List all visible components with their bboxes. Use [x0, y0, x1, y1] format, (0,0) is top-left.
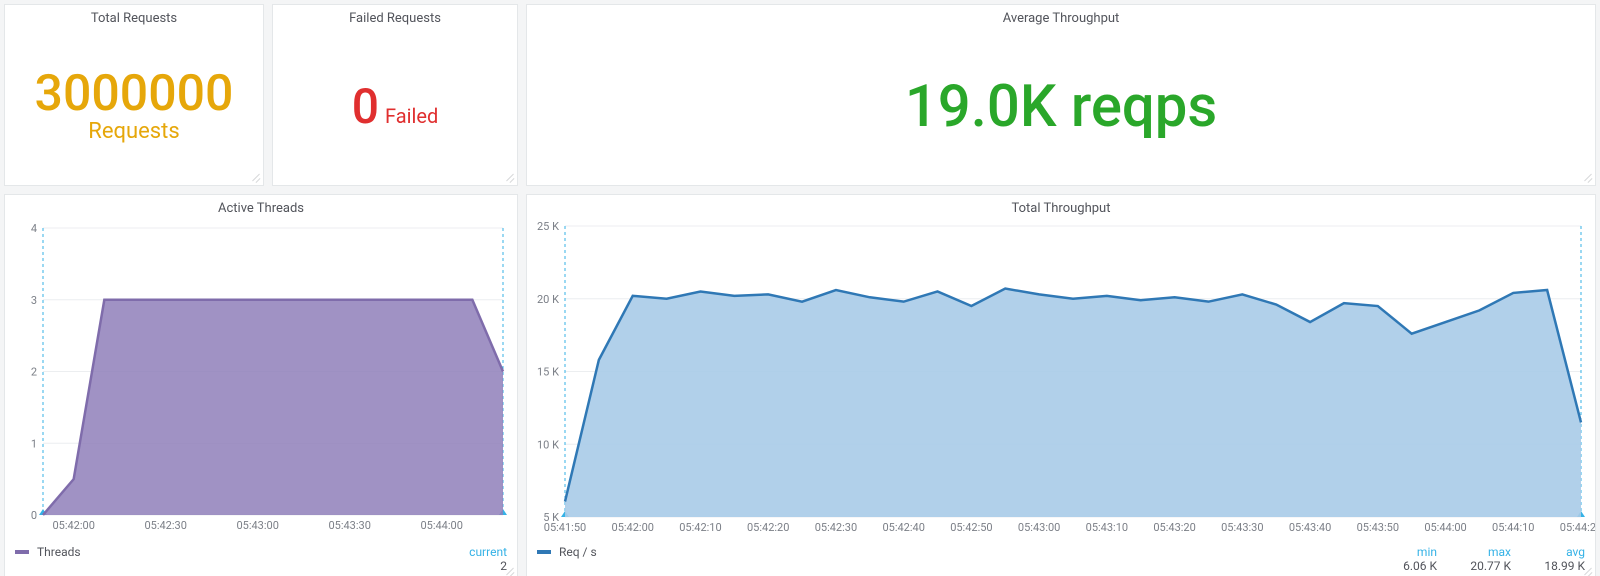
chart-legend: Threads current: [5, 541, 517, 559]
panel-total-throughput: Total Throughput 5 K10 K15 K20 K25 K05:4…: [526, 194, 1596, 576]
svg-text:0: 0: [31, 509, 37, 522]
svg-text:1: 1: [31, 437, 37, 450]
panel-title: Failed Requests: [273, 5, 517, 28]
legend-values: 2: [457, 559, 507, 573]
svg-text:05:41:50: 05:41:50: [544, 521, 586, 534]
svg-text:05:43:40: 05:43:40: [1289, 521, 1331, 534]
panel-average-throughput: Average Throughput 19.0K reqps: [526, 4, 1596, 186]
resize-handle-icon[interactable]: [505, 173, 515, 183]
panel-title: Total Throughput: [527, 195, 1595, 218]
panel-title: Active Threads: [5, 195, 517, 218]
svg-text:05:43:50: 05:43:50: [1357, 521, 1399, 534]
stat-body: 3000000 Requests: [5, 28, 263, 185]
svg-text:05:42:20: 05:42:20: [747, 521, 789, 534]
legend-series-label: Req / s: [559, 545, 597, 559]
chart-area[interactable]: 0 1 2 3 4 05:42:00 05:42:30 05:43:00 05:43:30 05:…: [5, 218, 517, 541]
legend-headers: minmaxavg: [1387, 545, 1585, 559]
panel-total-requests: Total Requests 3000000 Requests: [4, 4, 264, 186]
svg-text:05:43:00: 05:43:00: [236, 519, 278, 532]
svg-text:05:42:00: 05:42:00: [612, 521, 654, 534]
stat-unit: Requests: [88, 119, 179, 144]
resize-handle-icon[interactable]: [1583, 173, 1593, 183]
stat-value: 19.0K reqps: [905, 78, 1217, 136]
svg-text:10 K: 10 K: [537, 438, 559, 451]
svg-text:05:42:00: 05:42:00: [52, 519, 94, 532]
stat-value: 0: [352, 83, 379, 131]
stat-unit: Failed: [385, 104, 438, 128]
panel-active-threads: Active Threads 0 1 2 3 4 05:42:00 05:42:30 05:4…: [4, 194, 518, 576]
svg-text:05:44:00: 05:44:00: [1424, 521, 1466, 534]
chart-area[interactable]: 5 K10 K15 K20 K25 K05:41:5005:42:0005:42…: [527, 218, 1595, 541]
resize-handle-icon[interactable]: [1583, 567, 1593, 576]
chart-legend-values: - 6.06 K20.77 K18.99 K: [527, 559, 1595, 576]
svg-text:05:42:10: 05:42:10: [679, 521, 721, 534]
svg-text:05:44:10: 05:44:10: [1492, 521, 1534, 534]
legend-headers: current: [457, 545, 507, 559]
stat-body: 19.0K reqps: [527, 28, 1595, 185]
svg-text:05:43:30: 05:43:30: [1221, 521, 1263, 534]
panel-title: Total Requests: [5, 5, 263, 28]
chart-legend-values: - 2: [5, 559, 517, 576]
resize-handle-icon[interactable]: [251, 173, 261, 183]
svg-text:05:42:40: 05:42:40: [882, 521, 924, 534]
svg-text:05:43:10: 05:43:10: [1086, 521, 1128, 534]
svg-text:25 K: 25 K: [537, 220, 559, 233]
panel-failed-requests: Failed Requests 0 Failed: [272, 4, 518, 186]
svg-text:05:43:20: 05:43:20: [1153, 521, 1195, 534]
stat-value: 3000000: [35, 69, 234, 119]
svg-text:05:44:00: 05:44:00: [420, 519, 462, 532]
resize-handle-icon[interactable]: [505, 567, 515, 576]
legend-swatch-icon: [537, 550, 551, 554]
legend-series-label: Threads: [37, 545, 81, 559]
svg-text:2: 2: [31, 366, 37, 379]
svg-text:4: 4: [31, 222, 37, 235]
legend-values: 6.06 K20.77 K18.99 K: [1387, 559, 1585, 573]
stat-body: 0 Failed: [273, 28, 517, 185]
svg-text:20 K: 20 K: [537, 293, 559, 306]
panel-title: Average Throughput: [527, 5, 1595, 28]
svg-text:05:43:30: 05:43:30: [328, 519, 370, 532]
svg-text:05:43:00: 05:43:00: [1018, 521, 1060, 534]
svg-text:05:42:30: 05:42:30: [815, 521, 857, 534]
svg-text:05:44:20: 05:44:20: [1560, 521, 1595, 534]
chart-legend: Req / s minmaxavg: [527, 541, 1595, 559]
legend-swatch-icon: [15, 550, 29, 554]
svg-text:05:42:50: 05:42:50: [950, 521, 992, 534]
svg-text:3: 3: [31, 294, 37, 307]
svg-text:05:42:30: 05:42:30: [144, 519, 186, 532]
svg-text:15 K: 15 K: [537, 366, 559, 379]
